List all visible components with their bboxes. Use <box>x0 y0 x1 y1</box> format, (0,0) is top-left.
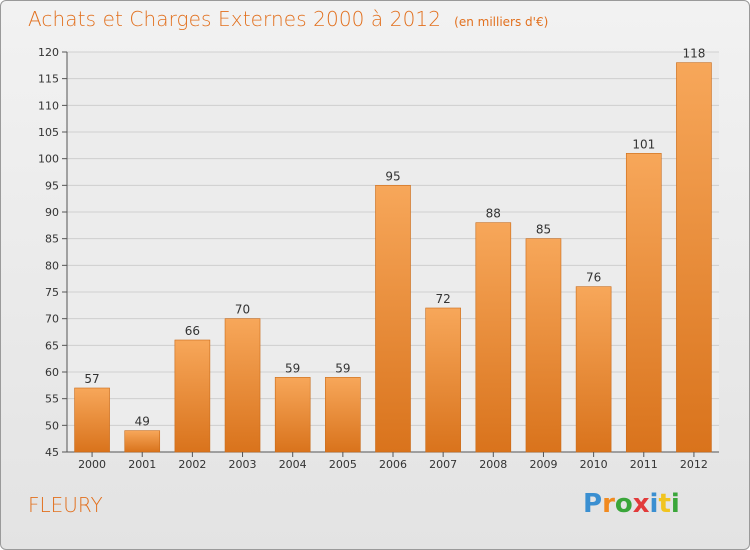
logo-letter: o <box>614 489 633 519</box>
bar-value-label: 101 <box>632 137 655 151</box>
bar <box>525 238 562 453</box>
bar <box>375 185 411 453</box>
place-name: FLEURY <box>28 493 103 517</box>
bar <box>325 377 361 453</box>
bar-value-label: 76 <box>586 271 601 285</box>
x-tick-label: 2008 <box>479 458 507 471</box>
x-tick-label: 2002 <box>178 458 206 471</box>
x-tick-label: 2007 <box>429 458 457 471</box>
logo-letter: P <box>583 489 603 519</box>
chart-subtitle: (en milliers d'€) <box>454 15 549 29</box>
bar-value-label: 57 <box>84 372 99 386</box>
y-tick-label: 100 <box>38 153 59 166</box>
bar <box>224 318 261 453</box>
bar <box>425 307 461 453</box>
chart-title: Achats et Charges Externes 2000 à 2012 <box>28 7 442 31</box>
bar-value-label: 88 <box>486 207 501 221</box>
bar <box>475 222 512 453</box>
x-tick-label: 2001 <box>128 458 156 471</box>
y-tick-label: 45 <box>45 446 59 459</box>
bar <box>625 153 662 453</box>
logo-letter: i <box>649 489 659 519</box>
bar <box>575 286 612 453</box>
bar-value-label: 95 <box>385 169 400 183</box>
bar <box>124 430 161 453</box>
logo-letter: t <box>658 489 671 519</box>
logo-letter: i <box>670 489 680 519</box>
logo-letter: r <box>602 489 615 519</box>
bar-value-label: 85 <box>536 223 551 237</box>
y-tick-label: 80 <box>45 259 59 272</box>
bar <box>274 377 311 453</box>
bar-value-label: 59 <box>335 361 350 375</box>
y-tick-label: 50 <box>45 419 59 432</box>
y-tick-label: 105 <box>38 126 59 139</box>
proxiti-logo: Proxiti <box>583 489 680 519</box>
x-tick-label: 2006 <box>379 458 407 471</box>
y-tick-label: 70 <box>45 313 59 326</box>
y-tick-label: 115 <box>38 73 59 86</box>
x-tick-label: 2010 <box>580 458 608 471</box>
bar-value-label: 70 <box>235 303 250 317</box>
bar-value-label: 66 <box>185 324 200 338</box>
x-tick-label: 2009 <box>529 458 557 471</box>
y-tick-label: 55 <box>45 393 59 406</box>
y-tick-label: 120 <box>38 46 59 59</box>
bar-value-label: 59 <box>285 361 300 375</box>
x-tick-label: 2004 <box>279 458 307 471</box>
bar-value-label: 72 <box>436 292 451 306</box>
bar <box>174 339 211 453</box>
x-tick-label: 2005 <box>329 458 357 471</box>
y-tick-label: 85 <box>45 233 59 246</box>
x-tick-label: 2012 <box>680 458 708 471</box>
logo-letter: x <box>632 489 650 519</box>
y-tick-label: 110 <box>38 99 59 112</box>
y-tick-label: 95 <box>45 179 59 192</box>
bar-value-label: 118 <box>682 47 705 61</box>
x-tick-label: 2000 <box>78 458 106 471</box>
chart-title-block: Achats et Charges Externes 2000 à 2012 (… <box>28 7 548 31</box>
y-tick-label: 60 <box>45 366 59 379</box>
bar-value-label: 49 <box>135 415 150 429</box>
bar <box>676 62 712 453</box>
y-tick-label: 90 <box>45 206 59 219</box>
bar <box>74 387 110 453</box>
x-tick-label: 2003 <box>229 458 257 471</box>
x-tick-label: 2011 <box>630 458 658 471</box>
y-tick-label: 75 <box>45 286 59 299</box>
y-tick-label: 65 <box>45 339 59 352</box>
